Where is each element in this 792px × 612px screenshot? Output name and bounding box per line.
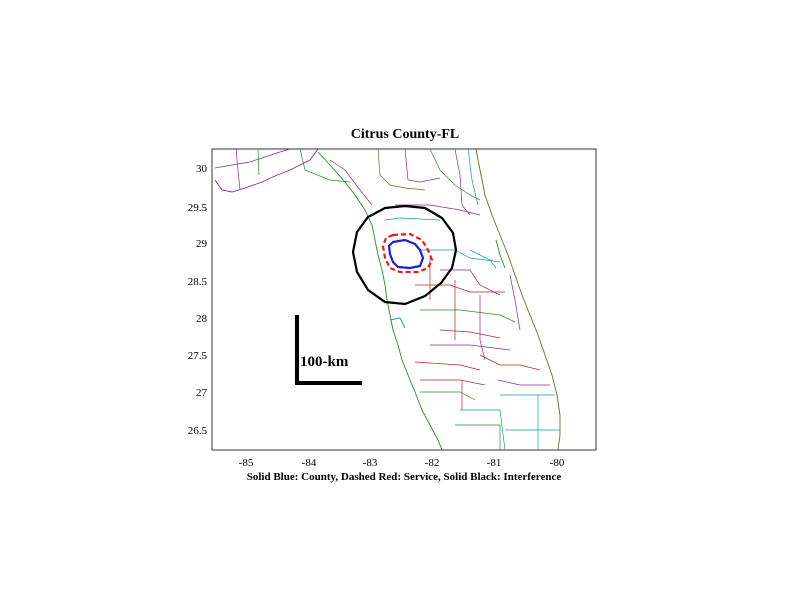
county-boundaries [214, 148, 560, 451]
scale-bar-label: 100-km [300, 354, 349, 370]
service-contour [381, 232, 434, 274]
coastline [214, 148, 561, 451]
y-tick-label: 28 [196, 313, 208, 325]
y-tick-label: 30 [196, 163, 208, 175]
interference-contour [351, 204, 458, 306]
y-tick-label: 29.5 [188, 202, 208, 214]
x-tick-label: -80 [550, 457, 565, 469]
x-axis: -85 -84 -83 -82 -81 -80 [239, 457, 565, 469]
x-tick-label: -84 [302, 457, 317, 469]
y-tick-label: 26.5 [188, 425, 208, 437]
y-tick-label: 28.5 [188, 276, 208, 288]
y-tick-label: 27 [196, 387, 208, 399]
plot-frame [211, 148, 597, 451]
y-axis: 30 29.5 29 28.5 28 27.5 27 26.5 [188, 163, 208, 437]
county-outline [387, 238, 425, 270]
x-tick-label: -82 [425, 457, 440, 469]
map-caption: Solid Blue: County, Dashed Red: Service,… [247, 471, 562, 483]
x-tick-label: -81 [487, 457, 502, 469]
y-tick-label: 29 [196, 238, 208, 250]
x-tick-label: -85 [239, 457, 254, 469]
scale-bar: 100-km [295, 315, 362, 385]
y-tick-label: 27.5 [188, 350, 208, 362]
x-tick-label: -83 [363, 457, 378, 469]
map-title: Citrus County-FL [351, 127, 460, 142]
